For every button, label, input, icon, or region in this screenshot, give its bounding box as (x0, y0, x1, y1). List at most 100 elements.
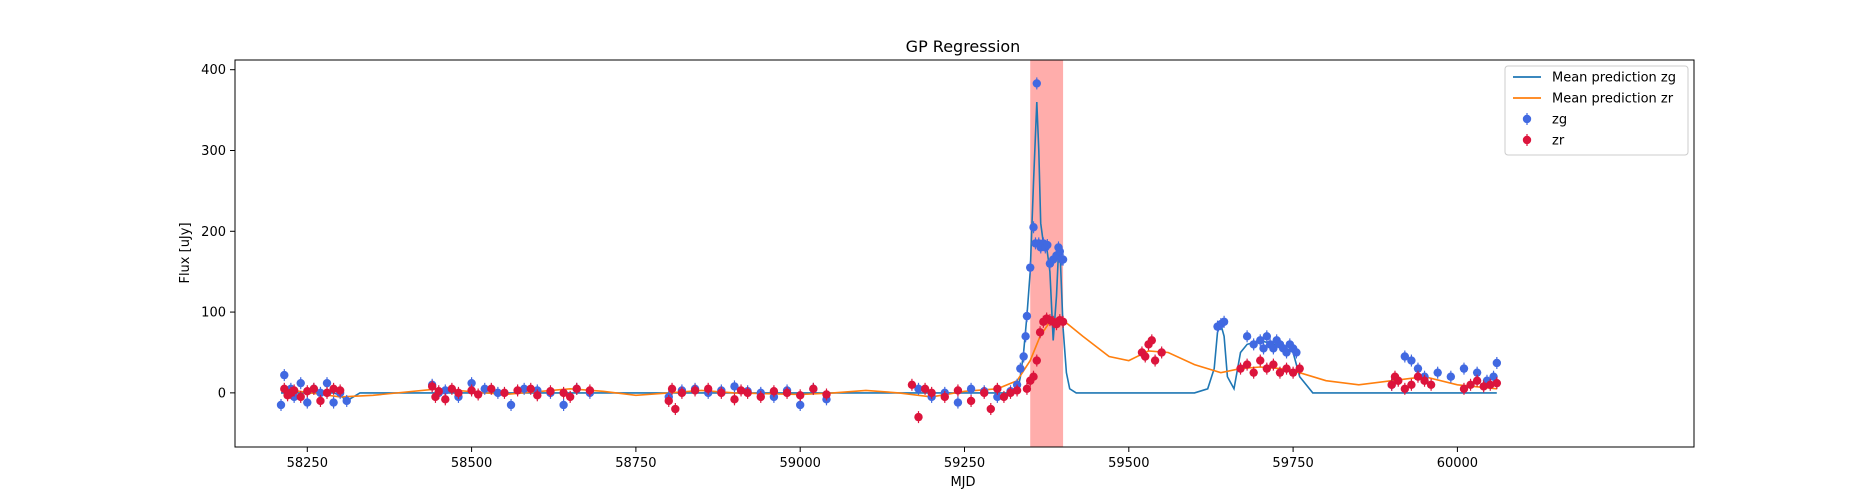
data-point (454, 388, 463, 398)
data-point (782, 388, 792, 398)
data-point (1413, 372, 1423, 381)
data-point (441, 395, 450, 404)
plot-area (276, 60, 1502, 447)
data-point (1236, 364, 1245, 373)
series-line-zg (281, 101, 1497, 402)
data-point (940, 392, 949, 402)
legend-label: Mean prediction zr (1552, 92, 1674, 107)
data-point (1026, 263, 1035, 272)
data-point (736, 386, 746, 395)
data-point (1058, 317, 1068, 326)
legend-label: zg (1552, 113, 1567, 128)
x-tick-label: 58250 (287, 456, 328, 471)
data-point (1016, 364, 1025, 373)
data-point (1019, 352, 1028, 361)
data-point (1282, 364, 1291, 373)
data-point (280, 370, 289, 380)
data-point (447, 384, 457, 394)
x-tick-label: 59500 (1108, 456, 1149, 471)
data-point (914, 384, 923, 394)
legend-label: Mean prediction zg (1552, 71, 1676, 86)
data-point (1022, 384, 1032, 394)
data-point (993, 384, 1002, 394)
data-point (487, 384, 496, 394)
data-point (1242, 360, 1252, 369)
data-point (795, 400, 805, 410)
data-point (1249, 368, 1258, 377)
data-point (480, 384, 489, 394)
data-point (434, 387, 443, 396)
data-point (1022, 311, 1032, 321)
x-tick-label: 60000 (1437, 456, 1478, 471)
data-point (1400, 352, 1410, 361)
data-point (1459, 364, 1469, 373)
data-point (280, 384, 289, 394)
chart-title: GP Regression (906, 37, 1021, 56)
data-point (500, 388, 509, 398)
data-point (1492, 358, 1502, 368)
legend-marker-swatch (1522, 114, 1532, 124)
data-point (1029, 223, 1038, 232)
data-point (1407, 356, 1416, 365)
data-point (953, 398, 963, 407)
legend-box (1504, 65, 1689, 156)
data-point (303, 387, 312, 396)
data-point (986, 404, 995, 414)
data-point (999, 392, 1009, 402)
data-point (756, 392, 765, 402)
data-point (953, 386, 963, 395)
data-point (1420, 376, 1429, 385)
data-point (1426, 380, 1436, 389)
data-point (1394, 376, 1403, 385)
data-point (289, 386, 299, 395)
data-point (342, 396, 351, 406)
data-point (296, 378, 305, 388)
data-point (795, 391, 805, 400)
data-point (309, 384, 319, 394)
data-point (559, 400, 568, 410)
data-point (1150, 356, 1160, 365)
data-point (1472, 376, 1482, 385)
data-point (467, 386, 476, 395)
data-point (1043, 240, 1052, 250)
data-point (690, 386, 700, 395)
x-tick-label: 59000 (780, 456, 821, 471)
data-point (303, 398, 312, 407)
data-point (1032, 79, 1041, 88)
data-point (1262, 332, 1272, 341)
data-point (1242, 332, 1252, 341)
data-point (1489, 372, 1498, 381)
data-point (533, 391, 542, 400)
data-point (1012, 386, 1022, 395)
data-point (1262, 364, 1272, 373)
x-axis: 58250 58500 58750 59000 59250 59500 59750 60000 (287, 447, 1478, 471)
data-point (316, 388, 325, 398)
data-point (572, 384, 581, 394)
data-point (667, 384, 677, 394)
data-point (493, 388, 503, 398)
data-point (1413, 364, 1423, 373)
data-point (914, 412, 923, 422)
data-point (1275, 368, 1285, 377)
data-point (316, 396, 325, 406)
data-point (322, 378, 332, 388)
data-point (296, 392, 305, 402)
data-point (467, 378, 476, 388)
data-point (473, 390, 483, 399)
data-point (1032, 356, 1041, 365)
data-point (506, 400, 516, 410)
data-point (1141, 352, 1150, 361)
data-point (730, 395, 739, 404)
data-point (703, 384, 713, 394)
data-point (276, 400, 286, 410)
data-point (1147, 336, 1157, 345)
legend: Mean prediction zg Mean prediction zr zg zr (1504, 65, 1689, 156)
data-point (335, 386, 345, 395)
data-point (1249, 340, 1258, 349)
x-tick-label: 59250 (944, 456, 985, 471)
y-tick-label: 400 (201, 63, 226, 78)
data-point (322, 388, 332, 398)
series-line-zr (280, 319, 1497, 398)
data-point (1219, 317, 1229, 326)
data-point (585, 386, 595, 395)
